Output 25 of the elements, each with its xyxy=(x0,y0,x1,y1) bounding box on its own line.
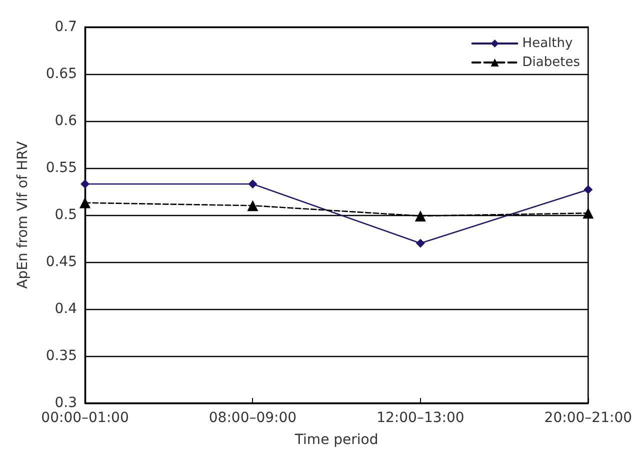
y-tick-label: 0.3 xyxy=(54,395,77,411)
y-tick-label: 0.45 xyxy=(46,254,77,270)
point xyxy=(414,210,426,222)
legend-label: Diabetes xyxy=(522,55,580,70)
x-tick-label: 00:00–01:00 xyxy=(41,410,129,426)
y-tick-label: 0.4 xyxy=(54,301,78,317)
y-axis-title: ApEn from Vlf of HRV xyxy=(15,140,31,289)
point xyxy=(80,179,90,188)
y-tick-label: 0.65 xyxy=(46,66,77,82)
y-tick-label: 0.6 xyxy=(54,113,78,129)
x-tick-label: 20:00–21:00 xyxy=(544,410,632,426)
legend-label: Healthy xyxy=(522,36,573,51)
point xyxy=(80,197,90,208)
point xyxy=(584,185,593,194)
point xyxy=(416,238,425,248)
point xyxy=(248,179,258,188)
point xyxy=(582,208,594,219)
y-tick-label: 0.55 xyxy=(46,160,77,176)
x-axis-title: Time period xyxy=(294,432,378,448)
y-tick-label: 0.7 xyxy=(54,19,77,35)
x-tick-label: 12:00–13:00 xyxy=(376,410,464,426)
y-tick-label: 0.35 xyxy=(46,348,77,364)
point xyxy=(247,200,258,212)
x-tick-label: 08:00–09:00 xyxy=(208,410,297,426)
y-tick-label: 0.5 xyxy=(54,207,77,223)
